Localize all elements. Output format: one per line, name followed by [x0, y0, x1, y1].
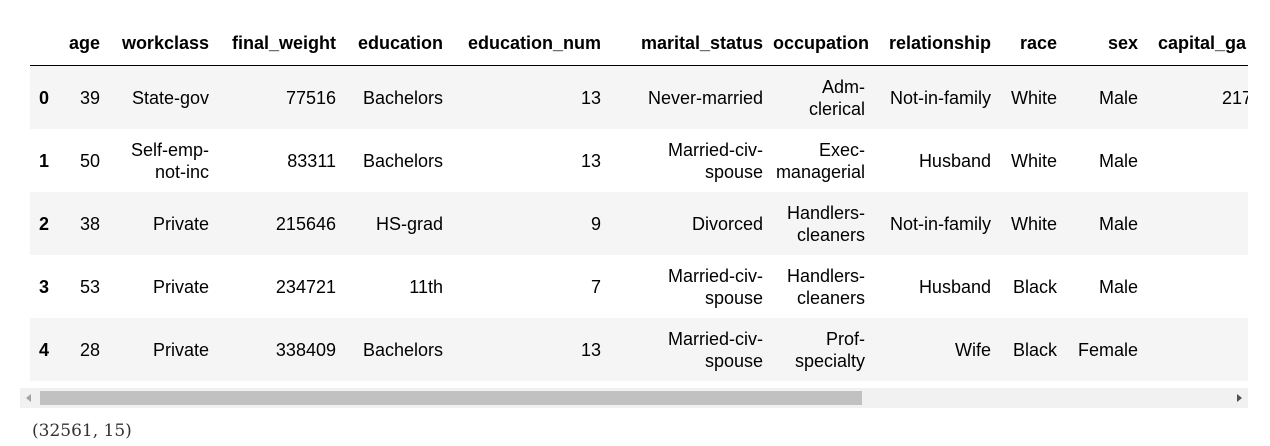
table-cell: 83311: [287, 150, 336, 171]
row-index: 3: [39, 276, 50, 297]
column-header: relationship: [875, 22, 1001, 66]
column-header: age: [57, 22, 110, 66]
row-index: 1: [39, 150, 50, 171]
column-header: race: [1001, 22, 1067, 66]
index-header: [30, 22, 57, 66]
table-cell: Husband: [918, 276, 991, 297]
table-cell: Bachelors: [362, 150, 443, 171]
table-cell: Private: [110, 318, 219, 381]
table-cell: Bachelors: [346, 65, 453, 129]
table-cell: State-gov: [110, 65, 219, 129]
table-cell: Adm-clerical: [773, 65, 875, 129]
table-cell: HS-grad: [346, 192, 453, 255]
table-cell: Private: [110, 192, 219, 255]
table-cell: [1148, 255, 1248, 318]
table-cell: [1148, 318, 1248, 381]
table-cell: Wife: [875, 318, 1001, 381]
table-cell: Male: [1067, 192, 1148, 255]
horizontal-scrollbar[interactable]: [20, 388, 1248, 408]
column-header: final_weight: [219, 22, 346, 66]
table-cell: Married-civ-spouse: [667, 139, 763, 182]
table-cell: 53: [79, 276, 100, 297]
column-header: capital_ga: [1148, 22, 1248, 66]
column-header: education_num: [453, 22, 611, 66]
table-cell: 11th: [409, 276, 443, 297]
table-cell: Male: [1098, 276, 1138, 297]
row-index: 4: [30, 318, 57, 381]
table-cell: Black: [1012, 276, 1057, 297]
table-cell: 9: [453, 192, 611, 255]
table-cell: 77516: [219, 65, 346, 129]
table-cell: Divorced: [611, 192, 773, 255]
table-cell: Married-civ-spouse: [611, 318, 773, 381]
column-header: sex: [1067, 22, 1148, 66]
table-cell: Handlers-cleaners: [786, 265, 865, 308]
table-cell: 50: [79, 150, 100, 171]
table-row: 0 39 State-gov 77516 Bachelors 13 Never-marrie…: [30, 65, 1248, 129]
table-cell: Never-married: [611, 65, 773, 129]
column-header: education: [346, 22, 453, 66]
table-row: 4 28 Private 338409 Bachelors 13 Married-civ-s…: [30, 318, 1248, 381]
row-index: 2: [30, 192, 57, 255]
table-cell: White: [1010, 150, 1057, 171]
table-cell: Female: [1067, 318, 1148, 381]
table-cell: Private: [152, 276, 209, 297]
table-cell: 215646: [219, 192, 346, 255]
column-header: marital_status: [611, 22, 773, 66]
table-cell: 234721: [275, 276, 336, 297]
table-cell: Handlers-cleaners: [773, 192, 875, 255]
table-cell: Exec-managerial: [775, 139, 865, 182]
table-cell: 13: [453, 318, 611, 381]
scrollbar-thumb[interactable]: [40, 391, 862, 405]
table-cell: White: [1001, 192, 1067, 255]
scroll-left-arrow[interactable]: [26, 394, 31, 402]
table-row: 1 50 Self-emp-not-inc 83311 Bachelors 13 Marri…: [30, 129, 1248, 192]
column-header: workclass: [110, 22, 219, 66]
row-index: 0: [30, 65, 57, 129]
dataframe-table: age workclass final_weight education educati…: [30, 22, 1248, 381]
table-cell: 38: [57, 192, 110, 255]
table-cell: [1148, 192, 1248, 255]
table-cell: Black: [1001, 318, 1067, 381]
table-cell: 338409: [219, 318, 346, 381]
table-cell: Not-in-family: [875, 65, 1001, 129]
scroll-right-arrow[interactable]: [1237, 394, 1242, 402]
table-cell: Married-civ-spouse: [667, 265, 763, 308]
table-body: 0 39 State-gov 77516 Bachelors 13 Never-marrie…: [30, 65, 1248, 381]
table-cell: Male: [1067, 65, 1148, 129]
table-cell: 217: [1148, 65, 1248, 129]
table-row: 2 38 Private 215646 HS-grad 9 Divorced Handlers…: [30, 192, 1248, 255]
table-cell: White: [1001, 65, 1067, 129]
output-text: (32561, 15): [32, 421, 132, 441]
table-row: 3 53 Private 234721 11th 7 Married-civ-spouse H…: [30, 255, 1248, 318]
table-cell: 13: [580, 150, 601, 171]
table-cell: [1148, 129, 1248, 192]
header-row: age workclass final_weight education educati…: [30, 22, 1248, 66]
dataframe: age workclass final_weight education educati…: [30, 22, 1248, 381]
table-cell: Not-in-family: [875, 192, 1001, 255]
table-cell: Self-emp-not-inc: [130, 139, 209, 182]
table-cell: 7: [590, 276, 601, 297]
table-cell: Male: [1098, 150, 1138, 171]
table-cell: Bachelors: [346, 318, 453, 381]
table-cell: 28: [57, 318, 110, 381]
table-cell: 13: [453, 65, 611, 129]
table-cell: 39: [57, 65, 110, 129]
column-header: occupation: [773, 22, 875, 66]
table-cell: Husband: [918, 150, 991, 171]
table-cell: Prof-specialty: [773, 318, 875, 381]
